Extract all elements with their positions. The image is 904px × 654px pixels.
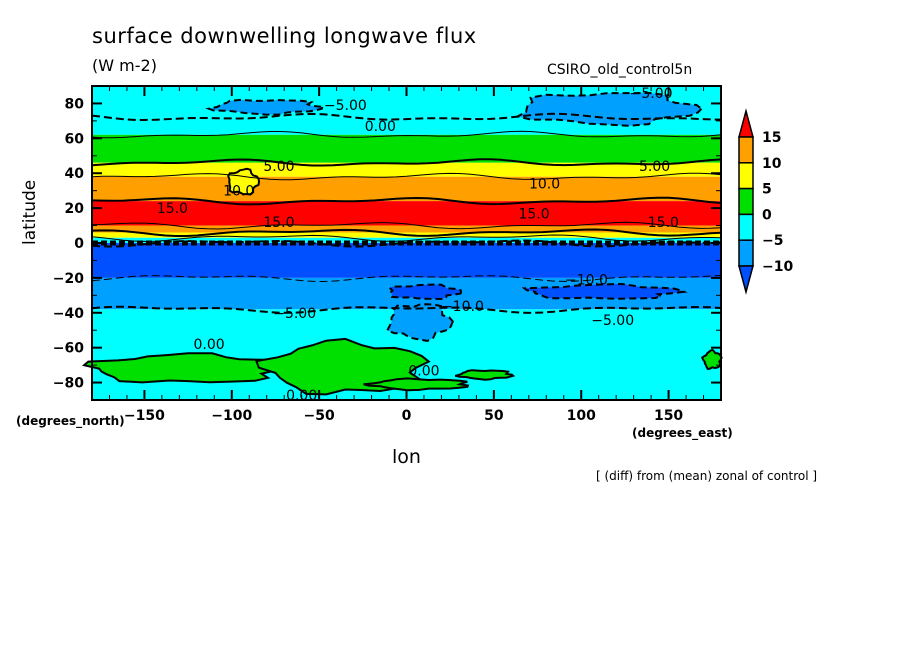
contour-label: −10.0 [565, 273, 608, 289]
southern-neg5-tongue [385, 303, 454, 342]
colorbar-label: 0 [762, 207, 772, 223]
y-axis-units: (degrees_north) [16, 414, 125, 428]
arctic-neg5-patch-west [205, 98, 324, 116]
zonal-band [92, 225, 721, 233]
x-tick-label: 50 [484, 408, 504, 424]
contour-line [91, 234, 722, 242]
contour-label: 5.00 [639, 159, 670, 175]
y-tick-label: 80 [65, 96, 85, 112]
x-tick-label: −50 [304, 408, 335, 424]
colorbar-label: 5 [762, 182, 772, 198]
contour-label: −5.00 [273, 306, 316, 322]
y-tick-label: 20 [65, 201, 85, 217]
x-tick-label: 150 [654, 408, 683, 424]
colorbar-segment [738, 239, 754, 267]
contour-line [91, 228, 722, 237]
colorbar-extend-top [738, 108, 754, 138]
contour-line [91, 305, 722, 314]
zonal-band [92, 134, 721, 163]
x-tick-label: −100 [211, 408, 252, 424]
x-axis-units: (degrees_east) [632, 426, 733, 440]
contour-lines [91, 112, 722, 314]
y-tick-label: 60 [65, 131, 85, 147]
zonal-band [92, 117, 721, 135]
colorbar-segment [738, 213, 754, 241]
contour-line [91, 221, 722, 230]
x-tick-label: 0 [402, 408, 412, 424]
contour-label: 5.00 [263, 159, 294, 175]
contour-patches [81, 91, 723, 396]
contour-label: −5.00 [630, 86, 673, 102]
y-axis-ticks: 80 60 40 20 0 −20 −40 −60 −80 [53, 96, 721, 392]
colorbar-segment [738, 162, 754, 190]
colorbar-label: −10 [762, 259, 793, 275]
x-tick-label: −150 [124, 408, 165, 424]
contour-label: 0.00 [193, 337, 224, 353]
contour-label: 0.00 [408, 363, 439, 379]
y-tick-label: −20 [53, 271, 84, 287]
contour-line [91, 172, 722, 181]
chart-units: (W m-2) [92, 56, 157, 75]
colorbar-label: −5 [762, 233, 783, 249]
contour-line [91, 112, 722, 122]
y-tick-label: 40 [65, 166, 85, 182]
contour-label: 0.00 [365, 119, 396, 135]
zonal-band [92, 243, 721, 278]
southern-green-far-east [700, 348, 723, 371]
southern-green-east-small [454, 369, 516, 381]
x-tick-label: 100 [567, 408, 596, 424]
x-axis-ticks: −150 −100 −50 0 50 100 150 [108, 86, 705, 424]
contour-label: −10.0 [441, 299, 484, 315]
chart-title: surface downwelling longwave flux [92, 24, 477, 48]
contour-label: 15.0 [263, 215, 294, 231]
contour-label: 15.0 [157, 201, 188, 217]
y-tick-label: −40 [53, 306, 84, 322]
contour-line [91, 239, 722, 248]
contour-label: 10.0 [529, 177, 560, 193]
y-tick-label: 0 [74, 236, 84, 252]
contour-line [91, 196, 722, 206]
southern-green-west [81, 352, 294, 384]
contour-label: 15.0 [518, 206, 549, 222]
zonal-band [92, 176, 721, 202]
contour-line [91, 158, 722, 167]
southern-neg10-blob-a [388, 283, 463, 301]
colorbar-label: 10 [762, 156, 782, 172]
colorbar: 15 10 5 0 −5 −10 [738, 108, 793, 295]
y-tick-label: −60 [53, 341, 84, 357]
southern-green-south [363, 377, 470, 392]
contour-line [91, 275, 722, 283]
dataset-label: CSIRO_old_control5n [547, 62, 693, 78]
colorbar-segment [738, 136, 754, 164]
zonal-band [92, 201, 721, 226]
colorbar-segment [738, 187, 754, 216]
footnote: [ (diff) from (mean) zonal of control ] [596, 469, 818, 483]
contour-label: −5.00 [324, 98, 367, 114]
contour-label: −5.00 [591, 313, 634, 329]
colorbar-extend-bottom [738, 265, 754, 295]
y-tick-label: −80 [53, 376, 84, 392]
colorbar-label: 15 [762, 130, 781, 146]
contour-label: 15.0 [648, 215, 679, 231]
contour-label: 10.0 [223, 184, 254, 200]
contour-line [91, 130, 722, 139]
x-axis-label: lon [392, 446, 421, 468]
southern-neg10-blob-b [521, 282, 688, 300]
